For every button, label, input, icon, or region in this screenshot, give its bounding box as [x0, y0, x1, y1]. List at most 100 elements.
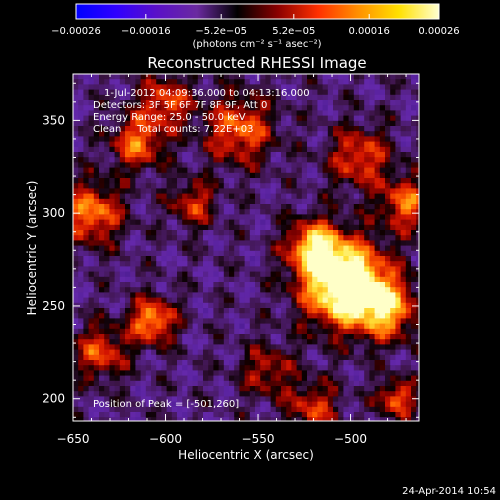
heatmap-cell — [140, 204, 147, 210]
heatmap-cell — [114, 386, 121, 392]
heatmap-cell — [395, 219, 401, 226]
heatmap-cell — [265, 380, 271, 387]
heatmap-cell — [265, 292, 271, 298]
heatmap-cell — [395, 115, 401, 122]
heatmap-cell — [99, 292, 105, 298]
heatmap-cell — [312, 178, 318, 184]
heatmap-cell — [114, 219, 121, 226]
heatmap-cell — [109, 131, 115, 137]
heatmap-cell — [203, 250, 209, 257]
heatmap-cell — [411, 224, 417, 231]
heatmap-cell — [99, 276, 105, 283]
heatmap-cell — [166, 328, 173, 335]
heatmap-cell — [286, 224, 292, 231]
heatmap-cell — [416, 157, 419, 163]
heatmap-cell — [348, 328, 355, 335]
heatmap-cell — [275, 370, 282, 376]
heatmap-cell — [213, 152, 219, 158]
heatmap-cell — [359, 172, 365, 179]
heatmap-cell — [119, 396, 126, 402]
heatmap-cell — [322, 256, 329, 262]
heatmap-cell — [203, 240, 209, 246]
heatmap-cell — [218, 365, 225, 371]
heatmap-cell — [171, 100, 178, 106]
heatmap-cell — [416, 287, 419, 293]
footer-date: 24-Apr-2014 10:54 — [402, 486, 496, 497]
heatmap-cell — [93, 302, 100, 309]
heatmap-cell — [286, 141, 292, 148]
heatmap-cell — [411, 297, 417, 304]
heatmap-cell — [140, 115, 147, 122]
heatmap-cell — [234, 339, 240, 345]
heatmap-cell — [343, 282, 349, 288]
heatmap-cell — [177, 349, 183, 356]
heatmap-cell — [203, 365, 209, 371]
heatmap-cell — [286, 266, 292, 272]
heatmap-cell — [369, 126, 375, 132]
heatmap-cell — [270, 204, 277, 210]
heatmap-cell — [270, 167, 277, 174]
heatmap-cell — [390, 360, 396, 366]
heatmap-cell — [177, 136, 183, 142]
heatmap-cell — [83, 308, 89, 314]
heatmap-cell — [348, 391, 355, 397]
heatmap-cell — [130, 219, 136, 226]
heatmap-cell — [104, 224, 110, 231]
heatmap-cell — [197, 183, 204, 189]
heatmap-cell — [249, 323, 256, 330]
heatmap-cell — [260, 178, 266, 184]
heatmap-cell — [416, 292, 419, 298]
heatmap-cell — [317, 282, 323, 288]
heatmap-cell — [374, 287, 381, 293]
heatmap-cell — [369, 100, 375, 106]
heatmap-cell — [161, 183, 167, 189]
heatmap-cell — [411, 84, 417, 90]
heatmap-cell — [130, 245, 136, 252]
heatmap-cell — [197, 209, 204, 215]
heatmap-cell — [151, 328, 157, 335]
heatmap-cell — [255, 360, 261, 366]
heatmap-cell — [166, 146, 173, 153]
heatmap-cell — [317, 141, 323, 148]
heatmap-cell — [218, 328, 225, 335]
heatmap-cell — [229, 344, 235, 350]
heatmap-cell — [218, 240, 225, 246]
heatmap-cell — [312, 146, 318, 153]
heatmap-cell — [229, 120, 235, 127]
heatmap-cell — [296, 323, 303, 330]
heatmap-cell — [208, 386, 214, 392]
heatmap-cell — [182, 386, 188, 392]
heatmap-cell — [338, 224, 344, 231]
heatmap-cell — [275, 167, 282, 174]
heatmap-cell — [416, 276, 419, 283]
heatmap-cell — [327, 302, 334, 309]
heatmap-cell — [218, 84, 225, 90]
heatmap-cell — [353, 339, 360, 345]
heatmap-cell — [171, 308, 178, 314]
heatmap-cell — [317, 74, 323, 80]
heatmap-cell — [322, 323, 329, 330]
heatmap-cell — [286, 235, 292, 241]
heatmap-cell — [213, 401, 219, 408]
heatmap-cell — [119, 266, 126, 272]
heatmap-cell — [166, 115, 173, 122]
heatmap-cell — [395, 334, 401, 340]
heatmap-cell — [374, 365, 381, 371]
heatmap-cell — [317, 105, 323, 111]
heatmap-cell — [99, 386, 105, 392]
heatmap-cell — [213, 110, 219, 116]
heatmap-cell — [400, 224, 407, 231]
heatmap-cell — [177, 230, 183, 236]
heatmap-cell — [161, 339, 167, 345]
heatmap-cell — [385, 256, 391, 262]
heatmap-cell — [145, 209, 152, 215]
heatmap-cell — [249, 360, 256, 366]
heatmap-cell — [109, 302, 115, 309]
heatmap-cell — [270, 323, 277, 330]
heatmap-cell — [83, 100, 89, 106]
heatmap-cell — [364, 360, 370, 366]
heatmap-cell — [244, 297, 251, 304]
heatmap-cell — [88, 110, 95, 116]
heatmap-cell — [166, 172, 173, 179]
heatmap-cell — [171, 349, 178, 356]
